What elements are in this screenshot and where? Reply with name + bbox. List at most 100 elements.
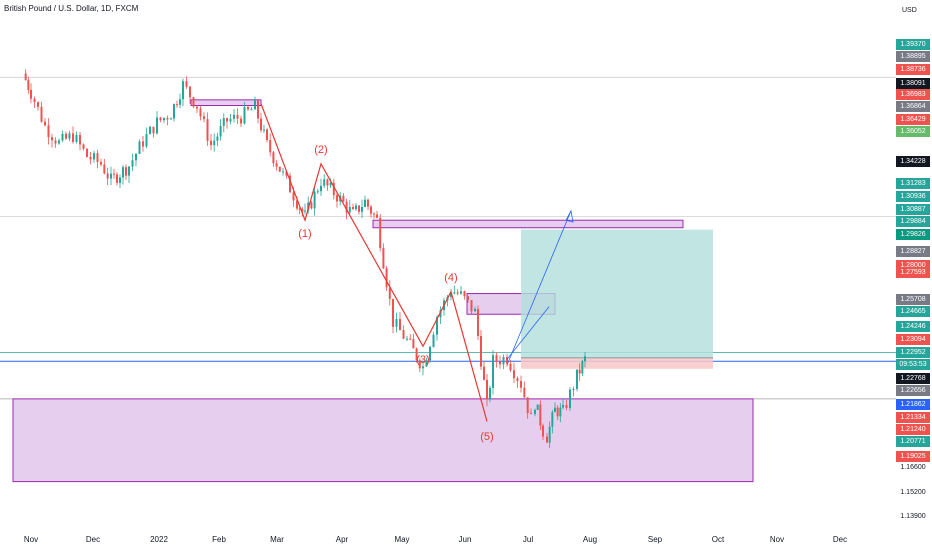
candle[interactable] xyxy=(236,114,239,119)
candle[interactable] xyxy=(44,121,46,126)
price-axis-tag[interactable]: 1.36429 xyxy=(896,114,930,125)
candle[interactable] xyxy=(149,126,151,135)
candle[interactable] xyxy=(222,118,225,126)
candle[interactable] xyxy=(406,338,408,340)
price-axis-tag[interactable]: 1.31283 xyxy=(896,178,930,189)
candle[interactable] xyxy=(65,133,67,139)
candle[interactable] xyxy=(516,378,519,382)
candle[interactable] xyxy=(565,404,568,408)
candle[interactable] xyxy=(240,118,242,124)
candle[interactable] xyxy=(320,185,322,192)
candle[interactable] xyxy=(554,407,556,413)
price-axis-tag[interactable]: 1.13900 xyxy=(900,513,926,520)
price-axis-tag[interactable]: 1.36864 xyxy=(896,101,930,112)
candle[interactable] xyxy=(379,217,382,249)
candle[interactable] xyxy=(323,179,326,186)
candle[interactable] xyxy=(250,109,253,111)
candle[interactable] xyxy=(301,208,304,212)
candle[interactable] xyxy=(170,118,172,120)
candle[interactable] xyxy=(409,338,412,340)
candle[interactable] xyxy=(345,201,348,213)
supply-zone-jan[interactable] xyxy=(190,99,262,106)
candle[interactable] xyxy=(289,175,291,193)
candle[interactable] xyxy=(415,348,418,361)
candle[interactable] xyxy=(429,346,431,361)
price-axis-tag[interactable]: 1.27593 xyxy=(896,267,930,278)
candle[interactable] xyxy=(436,317,438,335)
candle[interactable] xyxy=(266,129,268,141)
candle[interactable] xyxy=(536,404,539,410)
candle[interactable] xyxy=(382,248,385,269)
candle[interactable] xyxy=(559,407,562,417)
candle[interactable] xyxy=(103,164,106,174)
candle[interactable] xyxy=(272,152,275,164)
candle[interactable] xyxy=(581,361,584,374)
candle[interactable] xyxy=(342,195,345,202)
price-axis-tag[interactable]: 1.21334 xyxy=(896,412,930,423)
candle[interactable] xyxy=(192,97,195,107)
price-axis-tag[interactable]: 1.24246 xyxy=(896,321,930,332)
candle[interactable] xyxy=(395,319,398,327)
price-axis-tag[interactable]: 1.20771 xyxy=(896,436,930,447)
candle[interactable] xyxy=(578,369,581,374)
price-axis-tag[interactable]: 1.29884 xyxy=(896,216,930,227)
candle[interactable] xyxy=(486,379,488,400)
candle[interactable] xyxy=(106,173,109,179)
candle[interactable] xyxy=(116,174,118,183)
candle[interactable] xyxy=(412,339,415,349)
candle[interactable] xyxy=(562,404,564,408)
candle[interactable] xyxy=(179,99,181,105)
candle[interactable] xyxy=(113,173,115,175)
price-axis-tag[interactable]: 1.39370 xyxy=(896,39,930,50)
candle[interactable] xyxy=(131,160,134,167)
candle[interactable] xyxy=(37,102,39,107)
candle[interactable] xyxy=(418,360,421,369)
candle[interactable] xyxy=(474,308,476,312)
candle[interactable] xyxy=(159,117,162,121)
price-axis-tag[interactable]: 1.30887 xyxy=(896,204,930,215)
candle[interactable] xyxy=(86,148,88,158)
elliott-wave-line[interactable] xyxy=(260,103,488,422)
candle[interactable] xyxy=(260,118,262,131)
candle[interactable] xyxy=(189,86,191,98)
wave-label[interactable]: (3) xyxy=(416,354,430,367)
candle[interactable] xyxy=(47,125,50,138)
candle[interactable] xyxy=(307,202,310,211)
candle[interactable] xyxy=(551,412,554,427)
candle[interactable] xyxy=(502,357,505,365)
candle[interactable] xyxy=(125,167,127,176)
price-axis-tag[interactable]: 1.38091 xyxy=(896,78,930,89)
candle[interactable] xyxy=(33,98,36,103)
candle[interactable] xyxy=(166,117,169,120)
price-axis-tag[interactable]: 1.38736 xyxy=(896,64,930,75)
candle[interactable] xyxy=(93,153,95,160)
price-axis-tag[interactable]: 1.21240 xyxy=(896,424,930,435)
price-axis-tag[interactable]: 1.29826 xyxy=(896,229,930,240)
price-axis-tag[interactable]: 1.30936 xyxy=(896,191,930,202)
candle[interactable] xyxy=(304,210,306,212)
candle[interactable] xyxy=(569,389,571,408)
candle[interactable] xyxy=(313,191,316,209)
price-axis-tag[interactable]: 1.24665 xyxy=(896,306,930,317)
candle[interactable] xyxy=(392,298,394,327)
candle[interactable] xyxy=(456,292,459,294)
wave-label[interactable]: (4) xyxy=(444,271,458,284)
candle[interactable] xyxy=(542,425,544,437)
candle[interactable] xyxy=(54,140,57,144)
candle[interactable] xyxy=(439,310,442,318)
price-axis-tag[interactable]: 1.28827 xyxy=(896,246,930,257)
price-axis-tag[interactable]: 09:53:53 xyxy=(896,359,930,370)
candle[interactable] xyxy=(89,157,92,160)
symbol-title[interactable]: British Pound / U.S. Dollar, 1D, FXCM xyxy=(4,4,139,13)
candle[interactable] xyxy=(152,126,155,134)
candle[interactable] xyxy=(352,206,354,210)
candle[interactable] xyxy=(216,136,219,141)
candle[interactable] xyxy=(326,179,329,186)
candle[interactable] xyxy=(257,100,259,119)
candle[interactable] xyxy=(432,334,435,347)
price-axis-tag[interactable]: 1.36052 xyxy=(896,126,930,137)
candle[interactable] xyxy=(278,166,281,172)
candle[interactable] xyxy=(79,134,81,145)
candle[interactable] xyxy=(513,370,515,379)
candle[interactable] xyxy=(470,300,473,312)
